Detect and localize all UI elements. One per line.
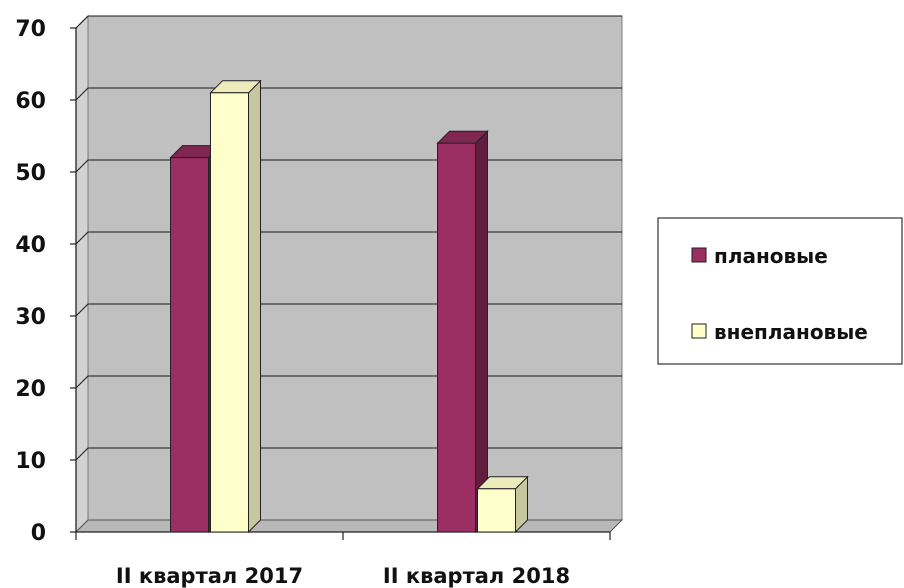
- bar: [209, 79, 262, 534]
- bar-front: [437, 142, 476, 533]
- bars: [169, 79, 529, 534]
- bar-side: [248, 79, 261, 534]
- axes: [70, 27, 611, 540]
- plot-area: [74, 14, 624, 534]
- bar: [476, 475, 529, 534]
- y-tick-label: 20: [15, 377, 46, 402]
- legend-swatch-unplanned: [691, 323, 707, 339]
- bar-front: [210, 92, 249, 533]
- legend-box: [657, 217, 903, 365]
- legend: плановые внеплановые: [657, 217, 903, 365]
- gridline: [75, 15, 622, 29]
- y-tick-label: 60: [15, 89, 46, 114]
- y-tick-label: 30: [15, 305, 46, 330]
- y-tick-labels: 0 10 20 30 40 50 60 70: [15, 17, 46, 546]
- bar-side: [475, 129, 488, 534]
- x-tick-labels: II квартал 2017 II квартал 2018: [116, 564, 570, 588]
- bar-front: [477, 488, 516, 533]
- y-tick-label: 50: [15, 161, 46, 186]
- legend-label-unplanned: внеплановые: [714, 320, 868, 344]
- legend-swatch-planned: [691, 247, 707, 263]
- floor: [74, 519, 624, 533]
- bar-front: [170, 157, 209, 533]
- y-tick-label: 10: [15, 449, 46, 474]
- y-tick-label: 70: [15, 17, 46, 42]
- y-tick-label: 0: [31, 521, 46, 546]
- gridline: [75, 87, 622, 101]
- y-tick-label: 40: [15, 233, 46, 258]
- x-tick-label: II квартал 2017: [116, 564, 303, 588]
- legend-label-planned: плановые: [714, 244, 828, 268]
- x-tick-label: II квартал 2018: [383, 564, 570, 588]
- back-wall: [87, 15, 623, 521]
- bar: [436, 129, 489, 534]
